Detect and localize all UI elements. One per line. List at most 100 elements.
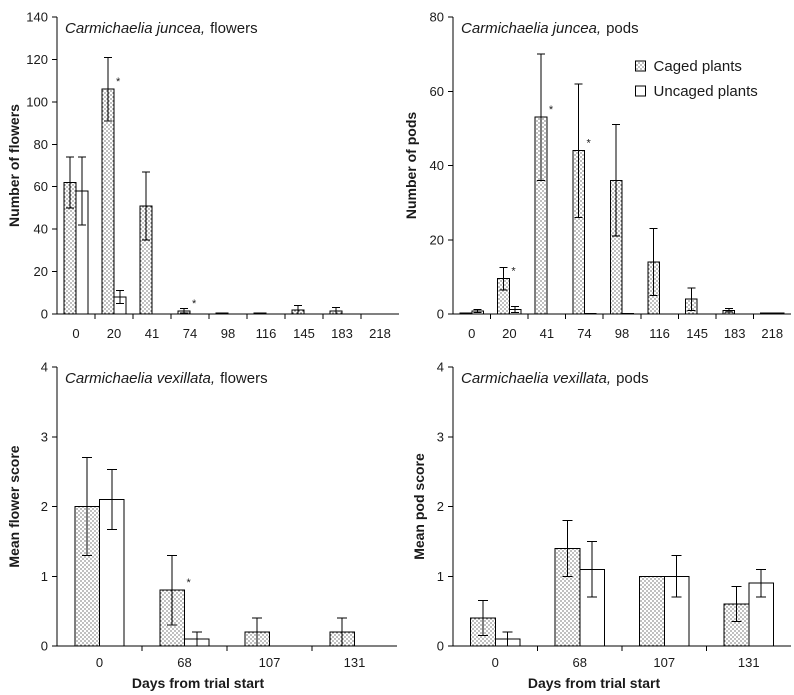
chart-title-part: flowers	[220, 370, 268, 387]
legend-swatch-caged	[635, 60, 647, 72]
x-axis-label: Days from trial start	[132, 675, 265, 691]
x-tick-label: 116	[649, 326, 670, 341]
error-bar-caged	[142, 171, 151, 241]
x-tick-label: 74	[183, 326, 197, 341]
chart-title: Carmichaelia juncea, pods	[461, 20, 639, 37]
bar-caged	[101, 88, 115, 315]
error-bar-uncaged	[756, 568, 767, 598]
x-tick-label: 145	[686, 326, 708, 341]
error-bar-uncaged	[511, 306, 520, 314]
bar-uncaged	[771, 312, 785, 315]
error-bar-caged	[104, 56, 113, 122]
y-tick-label: 140	[26, 10, 48, 25]
x-tick-label: 183	[331, 326, 353, 341]
error-bar-caged	[332, 307, 341, 315]
y-axis-label: Number of pods	[403, 112, 419, 220]
y-tick-label: 0	[41, 307, 48, 322]
x-tick-label: 98	[615, 326, 629, 341]
bar-uncaged	[621, 312, 635, 315]
error-bar-caged	[687, 287, 696, 311]
y-tick-label: 60	[430, 84, 444, 99]
error-bar-uncaged	[587, 540, 598, 598]
bar-caged	[253, 312, 267, 315]
y-tick-label: 1	[437, 569, 444, 584]
chart-title-species: Carmichaelia vexillata,	[461, 370, 611, 387]
error-bar-uncaged	[77, 156, 86, 226]
chart-title-part: pods	[616, 370, 649, 387]
y-tick-label: 2	[437, 499, 444, 514]
error-bar-caged	[731, 586, 742, 623]
y-axis-label: Mean flower score	[6, 445, 22, 567]
error-bar-caged	[574, 83, 583, 218]
y-tick-label: 2	[41, 499, 48, 514]
y-tick-label: 40	[430, 158, 444, 173]
error-bar-uncaged	[191, 631, 202, 647]
x-tick-label: 41	[540, 326, 554, 341]
panel-juncea-flowers: 0 20 40 60 80 100 120 140 0 20 41 74 98 116 145 183 218 *…	[6, 10, 399, 341]
panel-vexillata-pods: 0 1 2 3 4 0 68 107 131 Carmichaelia vexillata, pod…	[411, 360, 791, 691]
x-tick-label: 131	[344, 655, 366, 670]
bar-uncaged	[748, 582, 774, 647]
x-tick-label: 145	[293, 326, 315, 341]
significance-marker: *	[192, 298, 197, 310]
y-tick-label: 100	[26, 94, 48, 109]
x-tick-label: 20	[107, 326, 121, 341]
error-bar-caged	[167, 554, 178, 626]
x-tick-label: 218	[761, 326, 783, 341]
legend-label-uncaged: Uncaged plants	[654, 83, 758, 100]
y-axis-label: Number of flowers	[6, 104, 22, 227]
error-bar-uncaged	[106, 469, 117, 531]
panel-vexillata-flowers: 0 1 2 3 4 0 68 107 131 * Carmichaelia vexillata, fl…	[6, 360, 397, 691]
significance-marker: *	[511, 266, 516, 278]
x-tick-label: 41	[145, 326, 159, 341]
error-bar-caged	[180, 308, 189, 314]
y-tick-label: 4	[41, 360, 48, 375]
x-tick-label: 107	[653, 655, 675, 670]
chart-title-species: Carmichaelia juncea,	[65, 20, 205, 37]
bar-caged	[639, 575, 665, 647]
error-bar-caged	[724, 307, 733, 313]
chart-title: Carmichaelia vexillata, flowers	[65, 370, 268, 387]
y-tick-label: 20	[430, 232, 444, 247]
y-tick-label: 1	[41, 569, 48, 584]
x-tick-label: 183	[724, 326, 746, 341]
significance-marker: *	[549, 104, 554, 116]
error-bar-uncaged	[473, 309, 482, 314]
bar-caged	[459, 312, 473, 315]
error-bar-uncaged	[671, 554, 682, 598]
error-bar-caged	[562, 519, 573, 577]
chart-title-species: Carmichaelia vexillata,	[65, 370, 215, 387]
x-tick-label: 116	[256, 326, 277, 341]
error-bar-caged	[294, 305, 303, 315]
error-bar-uncaged	[115, 290, 124, 304]
x-tick-label: 131	[738, 655, 760, 670]
error-bar-caged	[499, 267, 508, 291]
chart-title-species: Carmichaelia juncea,	[461, 20, 601, 37]
error-bar-caged	[337, 617, 348, 647]
y-tick-label: 0	[41, 639, 48, 654]
y-tick-label: 0	[437, 307, 444, 322]
legend-label-caged: Caged plants	[654, 58, 742, 75]
y-axis-label: Mean pod score	[411, 453, 427, 560]
x-tick-label: 0	[468, 326, 475, 341]
chart-title-part: flowers	[210, 20, 258, 37]
significance-marker: *	[187, 577, 192, 589]
legend: Caged plants Uncaged plants	[635, 58, 758, 100]
x-tick-label: 98	[221, 326, 235, 341]
y-tick-label: 80	[34, 137, 48, 152]
bar-uncaged	[583, 312, 597, 315]
y-tick-label: 40	[34, 222, 48, 237]
bar-caged	[215, 312, 229, 315]
x-tick-label: 218	[369, 326, 391, 341]
error-bar-caged	[66, 156, 75, 209]
error-bar-caged	[252, 617, 263, 647]
error-bar-caged	[612, 124, 621, 237]
y-tick-label: 3	[437, 429, 444, 444]
panel-juncea-pods: 0 20 40 60 80 0 20 41 74 98 116 145 183 218 * * * Carmich…	[403, 10, 791, 341]
x-tick-label: 0	[96, 655, 103, 670]
y-tick-label: 20	[34, 264, 48, 279]
chart-title-part: pods	[606, 20, 639, 37]
y-tick-label: 120	[26, 52, 48, 67]
